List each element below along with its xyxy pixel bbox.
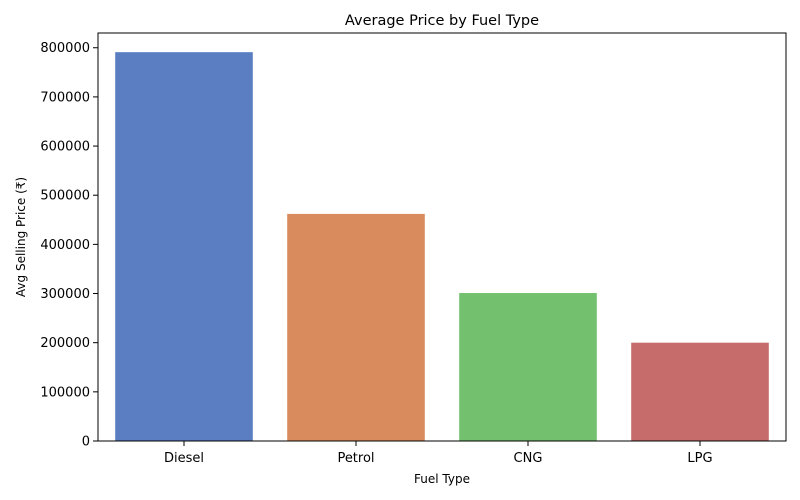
x-axis-label: Fuel Type [414,472,470,486]
x-tick-label: Diesel [164,451,204,466]
bar-lpg [631,342,769,441]
x-tick-label: Petrol [337,451,374,466]
y-tick-label: 600000 [40,140,90,155]
y-tick-label: 0 [82,435,90,450]
bar-petrol [287,213,425,441]
bar-cng [459,293,597,441]
plot-frame [97,32,787,442]
bar-diesel [115,52,253,442]
chart-title: Average Price by Fuel Type [345,13,539,29]
y-tick-label: 200000 [40,336,90,351]
y-tick-label: 500000 [40,189,90,204]
y-tick-label: 800000 [40,41,90,56]
y-tick-label: 300000 [40,287,90,302]
x-tick-label: LPG [687,451,712,466]
y-tick-label: 400000 [40,238,90,253]
y-axis-label: Avg Selling Price (₹) [14,177,28,297]
y-tick-label: 700000 [40,90,90,105]
x-tick-label: CNG [514,451,543,466]
y-tick-label: 100000 [40,385,90,400]
